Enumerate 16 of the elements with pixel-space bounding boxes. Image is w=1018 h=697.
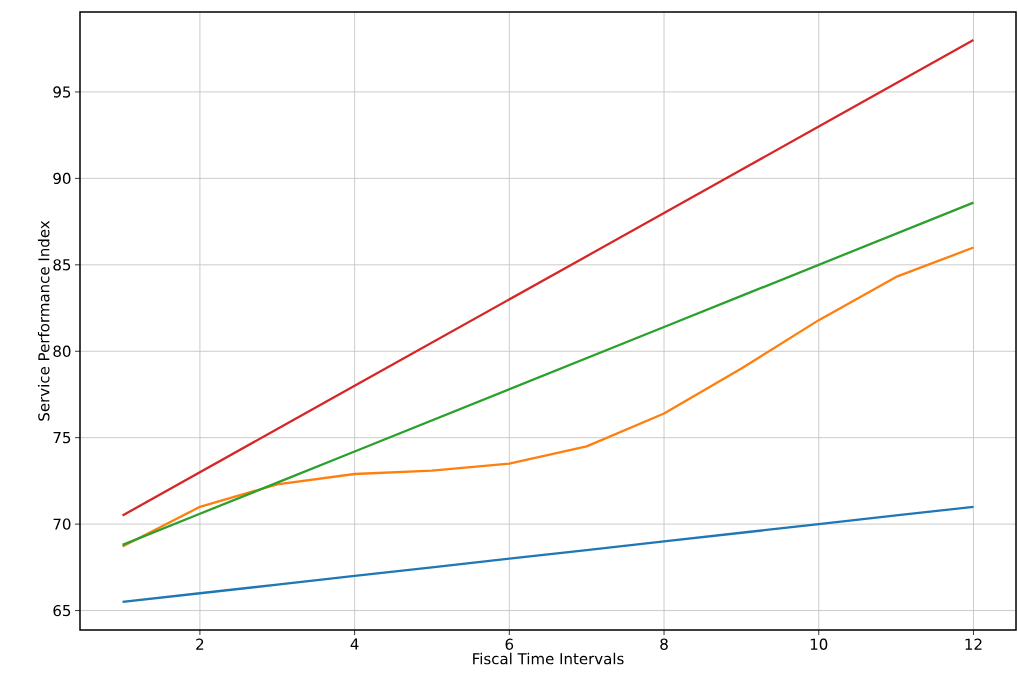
y-tick-label: 95 — [53, 86, 71, 98]
y-tick-label: 90 — [53, 172, 71, 185]
x-tick-label: 12 — [965, 638, 982, 650]
x-tick-label: 4 — [350, 638, 359, 650]
x-tick-label: 10 — [810, 638, 828, 650]
y-tick-label: 85 — [53, 259, 71, 271]
y-axis-title: Service Performance Index — [37, 220, 50, 421]
x-tick-label: 2 — [196, 638, 204, 650]
line-series — [121, 505, 975, 604]
x-tick-label: 8 — [660, 638, 668, 650]
y-tick-label: 75 — [53, 432, 71, 444]
x-tick-label: 6 — [505, 638, 514, 650]
y-tick-label: 80 — [53, 345, 71, 357]
y-tick-label: 65 — [53, 604, 71, 617]
x-axis-title: Fiscal Time Intervals — [473, 652, 624, 665]
y-tick-label: 70 — [53, 518, 71, 530]
